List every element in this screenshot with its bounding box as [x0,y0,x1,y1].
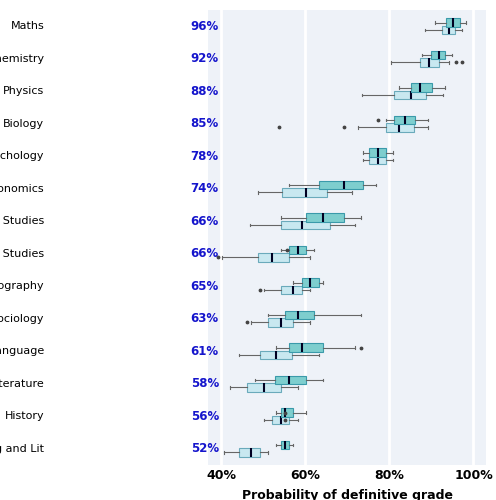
Bar [369,148,386,156]
Text: 63%: 63% [191,312,219,325]
Bar [442,26,454,34]
Bar [446,18,460,26]
Text: Maths: Maths [10,21,44,31]
Text: Sociology: Sociology [0,314,44,324]
Bar [431,51,445,59]
Bar [394,116,415,124]
Bar [281,441,289,449]
Bar [289,246,306,254]
Text: English Language: English Language [0,346,44,356]
Text: 56%: 56% [190,410,219,423]
Text: Religious Studies: Religious Studies [0,216,44,226]
Bar [302,278,318,286]
X-axis label: Probability of definitive grade: Probability of definitive grade [242,489,453,500]
Text: 66%: 66% [190,215,219,228]
Bar [411,84,432,92]
Text: Eng Lang and Lit: Eng Lang and Lit [0,444,44,454]
Bar [289,344,323,351]
Text: Chemistry: Chemistry [0,54,44,64]
Bar [281,221,329,229]
Bar [281,286,302,294]
Text: 52%: 52% [191,442,219,455]
Text: English Literature: English Literature [0,379,44,389]
Text: 66%: 66% [190,247,219,260]
Text: 65%: 65% [190,280,219,292]
Text: 58%: 58% [190,377,219,390]
Bar [394,91,427,99]
Text: 85%: 85% [190,117,219,130]
Bar [369,156,386,164]
Text: Psychology: Psychology [0,151,44,161]
Text: Biology: Biology [3,118,44,128]
Bar [420,58,439,66]
Bar [306,214,344,222]
Text: 96%: 96% [190,20,219,33]
Bar [281,408,293,416]
Text: Economics: Economics [0,184,44,194]
Bar [260,351,292,359]
Text: Business Studies: Business Studies [0,248,44,259]
Bar [258,254,289,262]
Bar [247,384,281,392]
Bar [386,124,414,132]
Bar [268,318,293,326]
Text: Geography: Geography [0,281,44,291]
Text: 61%: 61% [191,345,219,358]
Text: 88%: 88% [190,84,219,98]
Bar [285,311,314,319]
Text: 92%: 92% [191,52,219,65]
Bar [318,181,363,189]
Text: 74%: 74% [191,182,219,195]
Bar [275,376,306,384]
Text: Physics: Physics [3,86,44,96]
Text: History: History [4,411,44,421]
Text: 78%: 78% [191,150,219,163]
Bar [282,188,327,196]
Bar [239,448,260,456]
Bar [272,416,289,424]
